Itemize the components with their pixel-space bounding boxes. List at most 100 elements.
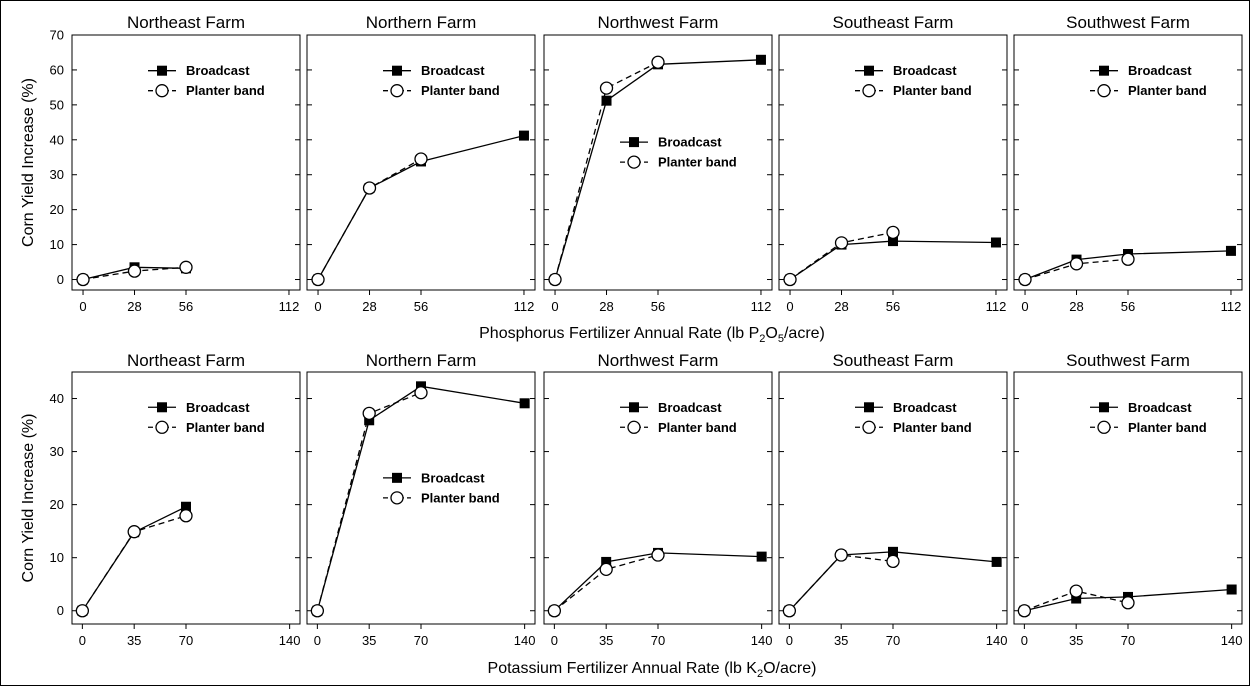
y-tick-label: 0 (57, 272, 64, 287)
legend-label-planter-band: Planter band (893, 83, 972, 98)
panel-title: Northwest Farm (598, 13, 719, 32)
x-tick-label: 0 (1021, 633, 1028, 648)
y-tick-label: 20 (50, 497, 64, 512)
series-line-broadcast (1024, 588, 1232, 612)
legend-marker-broadcast (629, 137, 639, 148)
legend-label-broadcast: Broadcast (421, 470, 485, 485)
x-tick-label: 56 (179, 299, 193, 314)
legend-marker-broadcast (629, 402, 639, 413)
y-tick-label: 0 (57, 603, 64, 618)
data-point-planter-band (651, 548, 665, 562)
x-tick-label: 70 (886, 633, 900, 648)
data-point-planter-band (362, 181, 377, 195)
legend-label-broadcast: Broadcast (186, 400, 250, 415)
y-tick-label: 40 (50, 391, 64, 406)
panel-title: Northeast Farm (127, 13, 245, 32)
data-point-planter-band (1018, 272, 1032, 287)
y-tick-label: 70 (50, 28, 64, 43)
panel-northeast-farm: Northeast Farm 0 10 20 30 40 0 35 70 140 Broadcast… (50, 351, 301, 648)
x-tick-label: 0 (786, 633, 793, 648)
legend-marker-broadcast (864, 65, 874, 76)
y-tick-label: 30 (50, 444, 64, 459)
data-point-planter-band (127, 264, 142, 278)
series-line-broadcast (789, 240, 997, 281)
legend: Broadcast Planter band (148, 400, 265, 435)
x-tick-label: 28 (599, 299, 613, 314)
legend: Broadcast Planter band (855, 400, 972, 435)
data-point-planter-band (310, 604, 325, 618)
legend-marker-planter-band (627, 420, 641, 434)
x-tick-label: 35 (599, 633, 613, 648)
legend-marker-broadcast (157, 402, 167, 413)
legend-label-broadcast: Broadcast (421, 63, 485, 78)
y-tick-label: 50 (50, 97, 64, 112)
legend-label-planter-band: Planter band (658, 420, 737, 435)
x-axis-label-subscript: 2 (757, 668, 763, 680)
data-point-broadcast (755, 54, 766, 65)
data-point-broadcast (601, 95, 612, 106)
y-axis-label: Corn Yield Increase (%) (20, 414, 37, 583)
data-point-planter-band (311, 272, 325, 287)
data-point-planter-band (127, 525, 141, 539)
data-point-planter-band (599, 562, 613, 577)
x-tick-label: 0 (551, 299, 558, 314)
data-point-planter-band (886, 554, 900, 569)
legend: Broadcast Planter band (383, 63, 500, 98)
data-point-broadcast (1225, 245, 1236, 256)
series-line-broadcast (554, 59, 762, 280)
data-point-planter-band (548, 272, 562, 287)
panel-title: Southwest Farm (1066, 13, 1190, 32)
y-tick-label: 20 (50, 202, 64, 217)
x-tick-label: 140 (514, 633, 536, 648)
panel-title: Southeast Farm (833, 351, 954, 370)
legend: Broadcast Planter band (620, 135, 737, 170)
x-tick-label: 140 (1221, 633, 1243, 648)
x-tick-label: 112 (514, 299, 535, 314)
data-point-broadcast (518, 130, 529, 141)
legend-marker-planter-band (1097, 420, 1111, 434)
x-tick-label: 70 (651, 633, 665, 648)
panel-title: Southwest Farm (1066, 351, 1190, 370)
x-tick-label: 0 (79, 299, 86, 314)
panel-southeast-farm: Southeast Farm 0 35 70 140 Broadcast Planter b… (778, 351, 1008, 648)
data-point-planter-band (1069, 584, 1083, 598)
data-point-broadcast (1226, 584, 1237, 595)
x-tick-label: 56 (651, 299, 665, 314)
y-tick-label: 60 (50, 62, 64, 77)
legend: Broadcast Planter band (1090, 400, 1207, 435)
y-tick-label: 10 (50, 550, 64, 565)
data-point-planter-band (1121, 252, 1135, 266)
data-point-planter-band (1069, 257, 1084, 271)
series-line-planter-band (554, 61, 659, 280)
legend: Broadcast Planter band (148, 63, 265, 98)
panel-title: Northeast Farm (127, 351, 245, 370)
x-tick-label: 0 (1021, 299, 1028, 314)
legend-marker-planter-band (390, 491, 404, 505)
data-point-planter-band (1017, 604, 1032, 618)
x-tick-label: 0 (314, 299, 321, 314)
series-line-planter-band (317, 158, 422, 280)
x-tick-label: 28 (834, 299, 848, 314)
legend-marker-broadcast (864, 402, 874, 413)
legend: Broadcast Planter band (1090, 63, 1207, 98)
data-point-planter-band (783, 272, 797, 287)
data-point-planter-band (76, 272, 90, 287)
x-tick-label: 70 (1121, 633, 1135, 648)
x-axis-label-subscript: 5 (778, 333, 784, 345)
data-point-broadcast (991, 556, 1002, 567)
legend-marker-planter-band (155, 420, 169, 434)
data-point-broadcast (601, 556, 612, 567)
x-tick-label: 0 (314, 633, 321, 648)
panel-southeast-farm: Southeast Farm 0 28 56 112 Broadcast Planter b… (778, 13, 1008, 314)
data-point-planter-band (651, 55, 665, 69)
legend-label-broadcast: Broadcast (1128, 400, 1192, 415)
panel-title: Southeast Farm (833, 13, 954, 32)
legend-label-planter-band: Planter band (1128, 420, 1207, 435)
panel-title: Northern Farm (366, 351, 477, 370)
y-tick-label: 30 (50, 167, 64, 182)
series-line-broadcast (1024, 250, 1232, 281)
legend-marker-broadcast (392, 65, 402, 76)
data-point-planter-band (834, 548, 848, 562)
panel-northern-farm: Northern Farm 0 35 70 140 Broadcast Planter ba… (306, 351, 536, 648)
